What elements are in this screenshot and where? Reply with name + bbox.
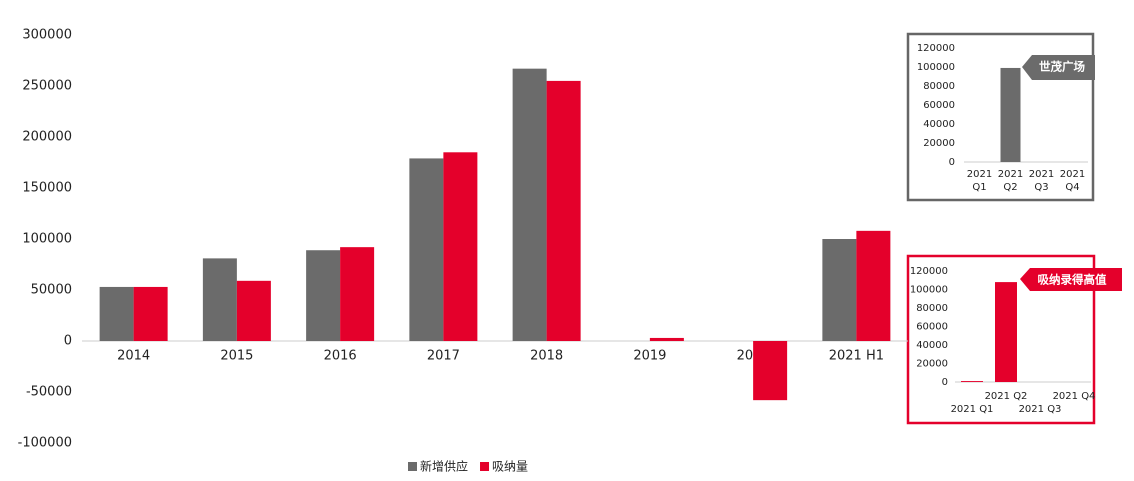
y-tick-label: -100000 — [18, 436, 72, 451]
bar — [649, 337, 684, 341]
bar — [340, 247, 375, 341]
y-tick-label: 20000 — [923, 138, 955, 149]
bar — [546, 80, 581, 342]
y-tick-label: 20000 — [916, 359, 948, 370]
y-tick-label: 0 — [942, 377, 948, 388]
x-tick-label: 2021 Q1 — [967, 169, 992, 193]
y-tick-label: 60000 — [923, 100, 955, 111]
x-tick-label: 2017 — [427, 349, 460, 364]
y-tick-label: 80000 — [923, 81, 955, 92]
y-tick-label: 50000 — [31, 283, 72, 298]
y-tick-label: 100000 — [910, 285, 948, 296]
y-tick-label: 80000 — [916, 303, 948, 314]
x-tick-label: 2019 — [633, 349, 666, 364]
x-tick-label: 2015 — [220, 349, 253, 364]
annotation-tag — [1022, 55, 1095, 80]
annotation-tag — [1020, 268, 1122, 291]
bar — [822, 239, 857, 341]
x-tick-label: 2014 — [117, 349, 150, 364]
bar — [443, 152, 478, 341]
y-tick-label: 40000 — [916, 340, 948, 351]
legend-label: 吸纳量 — [492, 460, 528, 474]
y-tick-label: 250000 — [22, 79, 72, 94]
bar — [856, 230, 891, 341]
bar — [99, 286, 134, 341]
bar — [202, 258, 237, 341]
y-tick-label: 150000 — [22, 181, 72, 196]
y-tick-label: 0 — [64, 334, 72, 349]
y-tick-label: 60000 — [916, 322, 948, 333]
legend-swatch — [480, 462, 490, 471]
annotation: 世茂广场 — [1039, 60, 1085, 74]
x-tick-label: 2016 — [324, 349, 357, 364]
bar — [409, 158, 444, 341]
y-tick-label: 40000 — [923, 119, 955, 130]
x-tick-label: 2021 Q3 — [1029, 169, 1054, 193]
legend-label: 新增供应 — [420, 459, 468, 474]
x-tick-label: 2021 Q2 — [998, 169, 1023, 193]
y-tick-label: 120000 — [917, 43, 955, 54]
bar — [753, 341, 788, 401]
bar — [995, 282, 1017, 382]
bar — [236, 280, 271, 341]
x-tick-label: 2021 Q3 — [1019, 404, 1062, 415]
x-tick-label: 2021 H1 — [829, 349, 884, 364]
y-tick-label: 200000 — [22, 130, 72, 145]
y-tick-label: 100000 — [917, 62, 955, 73]
bar — [306, 250, 341, 341]
y-tick-label: 100000 — [22, 232, 72, 247]
x-tick-label: 2021 Q4 — [1060, 169, 1085, 193]
bar — [961, 381, 983, 382]
annotation: 吸纳录得高值 — [1038, 273, 1107, 287]
y-tick-label: 300000 — [22, 28, 72, 43]
x-tick-label: 2021 Q4 — [1053, 391, 1096, 402]
y-tick-label: 0 — [949, 157, 955, 168]
x-tick-label: 2021 Q1 — [951, 404, 994, 415]
legend-swatch — [408, 462, 417, 471]
bar — [1000, 67, 1021, 162]
bar — [512, 68, 547, 341]
y-tick-label: -50000 — [26, 385, 72, 400]
x-tick-label: 2021 Q2 — [985, 391, 1028, 402]
y-tick-label: 120000 — [910, 266, 948, 277]
x-tick-label: 2018 — [530, 349, 563, 364]
bar — [133, 286, 168, 341]
